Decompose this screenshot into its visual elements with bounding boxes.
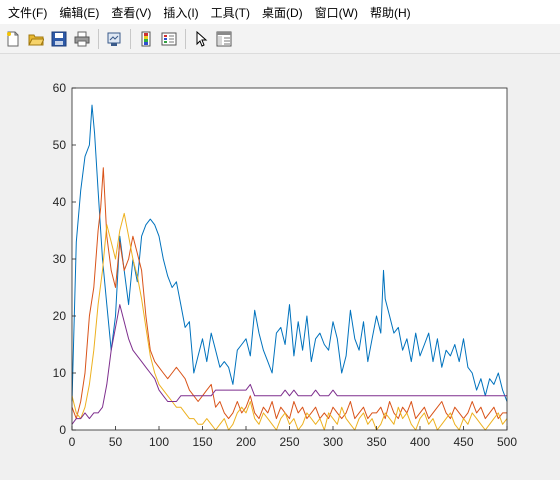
series-line-4[interactable] — [71, 304, 507, 425]
save-icon — [51, 31, 67, 46]
menu-insert[interactable]: 插入(I) — [163, 5, 199, 20]
x-tick-label: 100 — [149, 435, 169, 449]
y-tick-label: 40 — [53, 195, 67, 209]
figure-area: 0 50 100 150 200 250 300 350 400 450 500 0 10 20 30 40… — [0, 55, 560, 475]
new-file-icon — [7, 31, 19, 46]
toolbar-separator — [185, 28, 186, 49]
print-button[interactable] — [71, 28, 93, 50]
toolbar-separator — [130, 28, 131, 49]
menu-window[interactable]: 窗口(W) — [314, 5, 358, 20]
menu-tools[interactable]: 工具(T) — [210, 5, 250, 20]
menu-help[interactable]: 帮助(H) — [369, 5, 411, 20]
series-layer — [71, 104, 508, 431]
y-tick-label: 20 — [53, 309, 67, 323]
open-button[interactable] — [25, 28, 47, 50]
x-tick-label: 450 — [453, 435, 473, 449]
open-folder-icon — [28, 34, 44, 45]
y-tick-label: 10 — [53, 366, 67, 380]
insert-legend-button[interactable] — [158, 28, 180, 50]
new-file-button[interactable] — [2, 28, 24, 50]
x-tick-label: 350 — [366, 435, 386, 449]
y-tick-label: 50 — [53, 138, 67, 152]
series-line-2[interactable] — [71, 167, 507, 420]
link-plot-icon — [107, 32, 121, 46]
x-tick-label: 250 — [279, 435, 299, 449]
property-inspector-button[interactable] — [213, 28, 235, 50]
y-tick-label: 30 — [53, 252, 67, 266]
menu-edit[interactable]: 编辑(E) — [59, 5, 100, 20]
x-tick-label: 300 — [323, 435, 343, 449]
x-tick-label: 200 — [236, 435, 256, 449]
x-axis: 0 50 100 150 200 250 300 350 400 450 500 — [69, 426, 517, 449]
series-line-3[interactable] — [71, 212, 508, 431]
toolbar — [0, 24, 560, 54]
edit-plot-button[interactable] — [190, 28, 212, 50]
menu-file[interactable]: 文件(F) — [8, 5, 48, 20]
series-line-1[interactable] — [71, 104, 508, 402]
edit-plot-arrow-icon — [196, 30, 208, 47]
save-button[interactable] — [48, 28, 70, 50]
insert-colorbar-icon — [141, 31, 151, 46]
y-axis: 0 10 20 30 40 50 60 — [53, 81, 76, 437]
y-tick-label: 0 — [59, 423, 66, 437]
insert-legend-icon — [161, 32, 177, 45]
insert-colorbar-button[interactable] — [135, 28, 157, 50]
x-tick-label: 400 — [410, 435, 430, 449]
axes-background — [72, 88, 507, 430]
property-inspector-icon — [216, 31, 232, 46]
menu-bar: 文件(F) 编辑(E) 查看(V) 插入(I) 工具(T) 桌面(D) 窗口(W… — [0, 0, 560, 24]
x-tick-label: 50 — [109, 435, 123, 449]
toolbar-separator — [98, 28, 99, 49]
link-plot-button[interactable] — [103, 28, 125, 50]
line-chart[interactable]: 0 50 100 150 200 250 300 350 400 450 500 0 10 20 30 40… — [0, 55, 560, 475]
x-tick-label: 0 — [69, 435, 76, 449]
menu-view[interactable]: 查看(V) — [111, 5, 152, 20]
x-tick-label: 500 — [497, 435, 517, 449]
x-tick-label: 150 — [192, 435, 212, 449]
menu-desktop[interactable]: 桌面(D) — [261, 5, 303, 20]
print-icon — [74, 31, 90, 46]
y-tick-label: 60 — [53, 81, 67, 95]
